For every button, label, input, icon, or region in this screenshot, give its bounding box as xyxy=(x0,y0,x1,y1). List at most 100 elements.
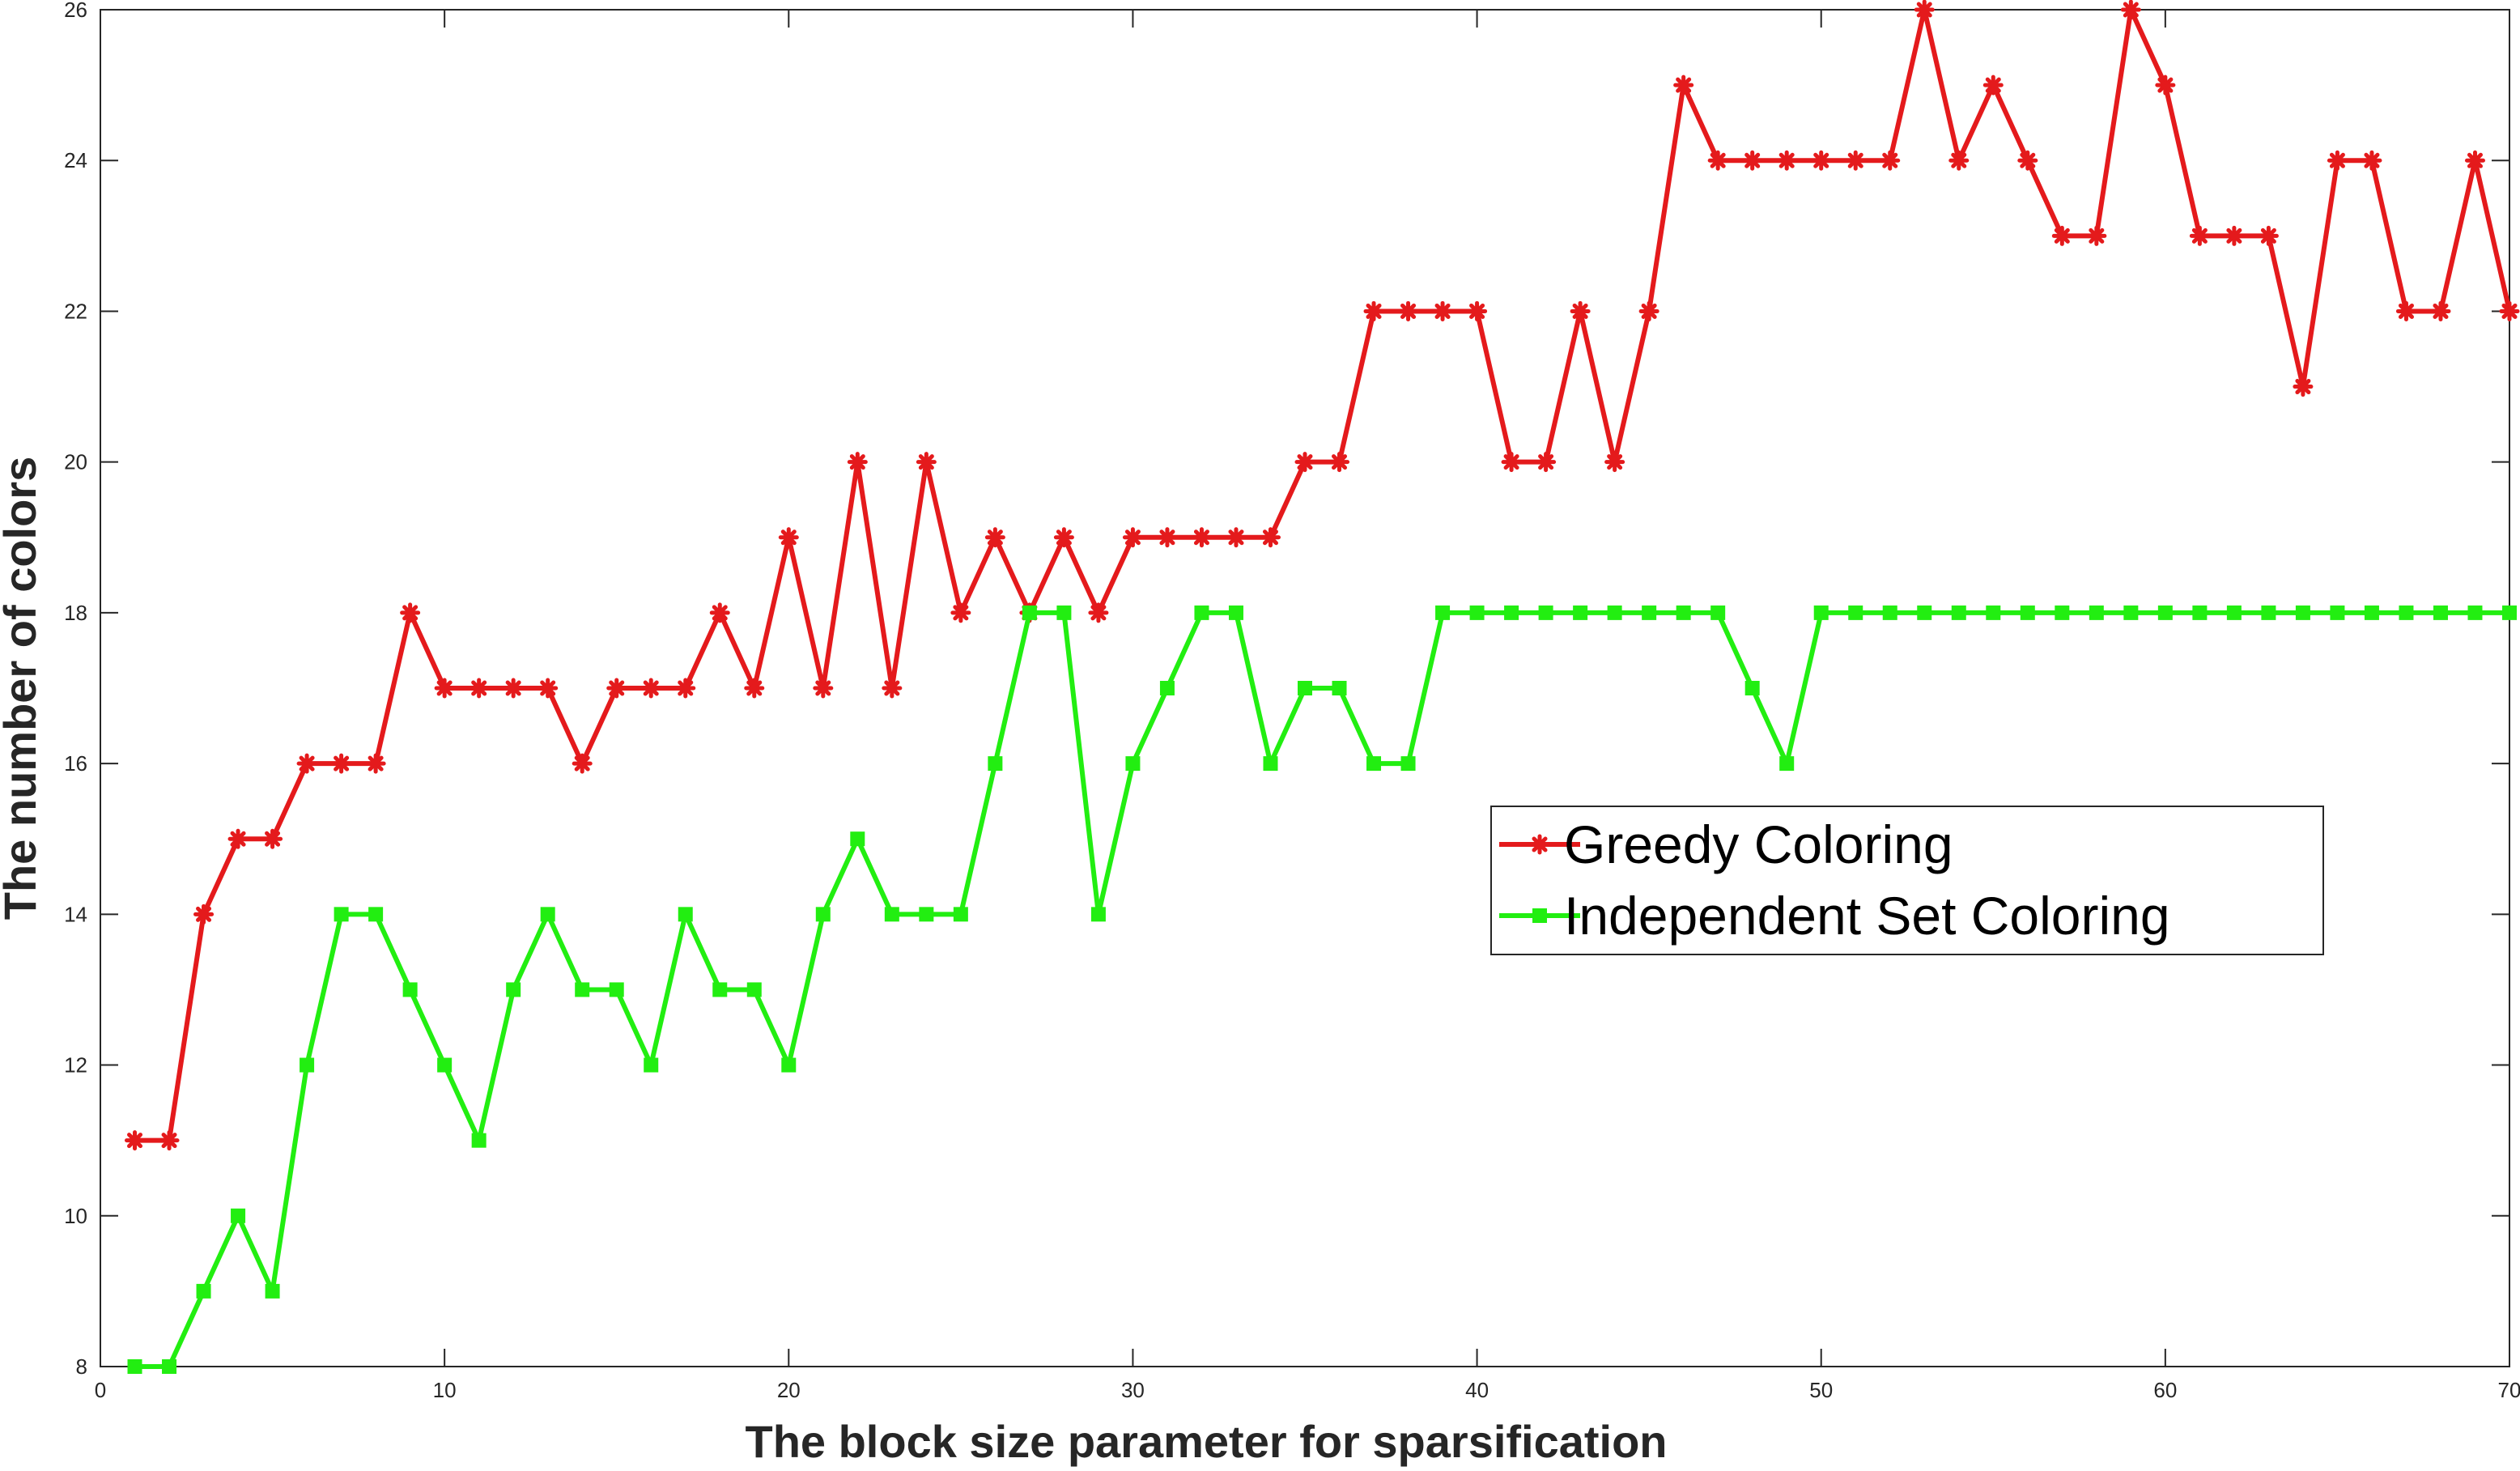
series-layer xyxy=(125,0,2520,1374)
data-point xyxy=(469,678,490,699)
data-point xyxy=(2189,225,2210,246)
x-tick-label: 50 xyxy=(1809,1378,1833,1402)
data-point xyxy=(1122,527,1143,548)
y-tick-label: 20 xyxy=(64,450,87,474)
data-point xyxy=(127,1359,142,1374)
data-point xyxy=(1228,605,1243,620)
data-point xyxy=(1710,605,1726,620)
data-point xyxy=(1536,452,1557,473)
y-axis-title: The number of colors xyxy=(0,457,45,920)
data-point xyxy=(368,907,384,922)
y-tick-label: 26 xyxy=(64,0,87,22)
data-point xyxy=(231,1208,246,1223)
legend-box xyxy=(1490,806,2324,955)
series-line xyxy=(134,7,2512,1143)
data-point xyxy=(1848,605,1863,620)
data-point xyxy=(916,452,937,473)
data-point xyxy=(1022,605,1037,620)
x-tick-label: 30 xyxy=(1121,1378,1145,1402)
data-point xyxy=(1917,605,1932,620)
data-point xyxy=(778,527,799,548)
data-point xyxy=(2295,605,2310,620)
data-point xyxy=(2433,605,2448,620)
data-point xyxy=(365,753,386,774)
data-point xyxy=(1776,150,1797,171)
data-point xyxy=(2155,74,2176,96)
data-point xyxy=(2226,605,2242,620)
data-point xyxy=(1332,681,1347,695)
data-point xyxy=(1159,681,1175,695)
data-point xyxy=(2395,300,2416,321)
data-point xyxy=(400,602,421,623)
data-point xyxy=(331,753,352,774)
data-point xyxy=(503,678,524,699)
data-point xyxy=(2464,150,2485,171)
data-point xyxy=(919,907,934,922)
data-point xyxy=(2086,225,2107,246)
data-point xyxy=(744,678,765,699)
data-point xyxy=(609,982,624,997)
data-point xyxy=(1504,605,1519,620)
data-point xyxy=(2017,150,2038,171)
data-point xyxy=(2020,605,2035,620)
data-point xyxy=(1191,527,1212,548)
data-point xyxy=(984,527,1005,548)
data-point xyxy=(712,982,728,997)
data-point xyxy=(953,907,968,922)
data-point xyxy=(850,831,865,847)
data-point xyxy=(402,982,418,997)
data-point xyxy=(2399,605,2414,620)
y-tick-label: 12 xyxy=(64,1053,87,1078)
data-point xyxy=(1467,300,1488,321)
data-point xyxy=(506,982,521,997)
data-point xyxy=(538,678,559,699)
data-point xyxy=(746,982,762,997)
legend: Greedy Coloring Independent Set Coloring xyxy=(1490,806,2324,955)
data-point xyxy=(296,753,317,774)
data-point xyxy=(2467,605,2483,620)
data-point xyxy=(1398,300,1419,321)
data-point xyxy=(1366,756,1382,772)
data-point xyxy=(227,828,249,849)
data-point xyxy=(2261,605,2276,620)
data-point xyxy=(2330,605,2345,620)
data-point xyxy=(300,1057,315,1073)
data-point xyxy=(2192,605,2208,620)
data-point xyxy=(1226,527,1247,548)
data-point xyxy=(2361,150,2382,171)
data-point xyxy=(1638,300,1659,321)
x-tick-label: 10 xyxy=(433,1378,457,1402)
x-tick-label: 40 xyxy=(1465,1378,1489,1402)
data-point xyxy=(1056,605,1072,620)
data-point xyxy=(1570,300,1591,321)
y-tick-label: 14 xyxy=(64,902,87,926)
x-tick-label: 70 xyxy=(2498,1378,2520,1402)
data-point xyxy=(1400,756,1416,772)
data-point xyxy=(781,1057,797,1073)
data-point xyxy=(606,678,627,699)
data-point xyxy=(1363,300,1384,321)
y-tick-label: 10 xyxy=(64,1204,87,1228)
y-tick-label: 16 xyxy=(64,751,87,776)
data-point xyxy=(471,1133,487,1148)
data-point xyxy=(847,452,868,473)
data-point xyxy=(193,903,215,925)
legend-greedy-label: Greedy Coloring xyxy=(1564,814,1953,874)
data-point xyxy=(884,907,899,922)
legend-independent-marker-shape xyxy=(1532,908,1547,923)
legend-independent-label: Independent Set Coloring xyxy=(1564,886,2170,946)
data-point xyxy=(709,602,730,623)
legend-greedy-marker xyxy=(1529,834,1550,855)
data-point xyxy=(1948,150,1970,171)
data-point xyxy=(1604,452,1625,473)
data-point xyxy=(2430,300,2451,321)
data-point xyxy=(159,1130,180,1151)
data-point xyxy=(950,602,971,623)
data-point xyxy=(1573,605,1588,620)
data-point xyxy=(572,753,593,774)
data-point xyxy=(1676,605,1691,620)
data-point xyxy=(640,678,661,699)
data-point xyxy=(1294,452,1315,473)
data-point xyxy=(1329,452,1350,473)
